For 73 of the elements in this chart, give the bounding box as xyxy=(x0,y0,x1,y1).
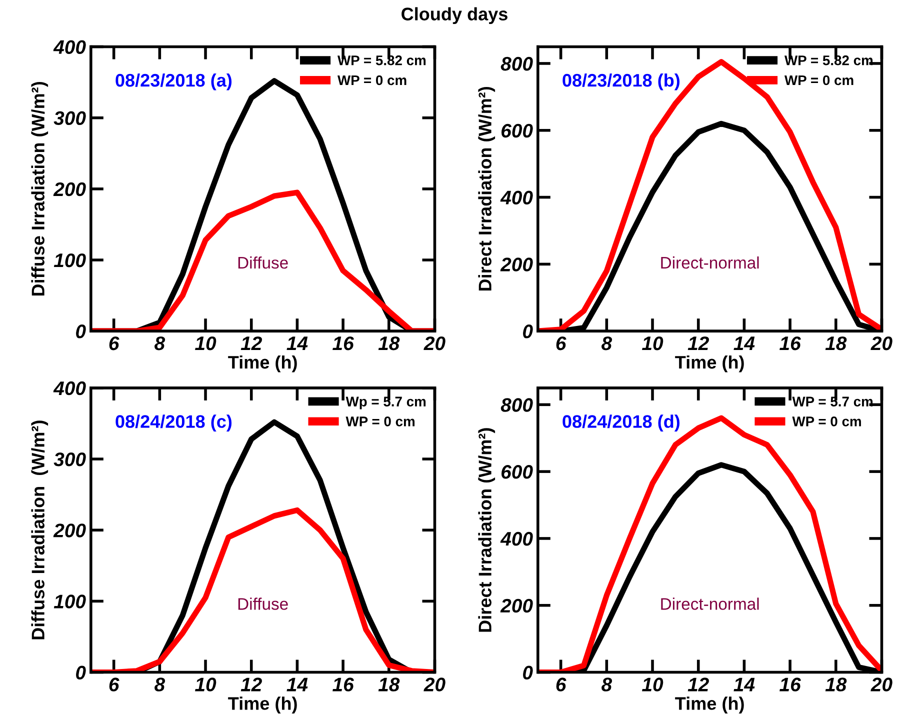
y-tick-label: 600 xyxy=(501,124,533,138)
x-tick-label: 16 xyxy=(780,336,801,350)
x-tick-label: 20 xyxy=(424,678,446,692)
x-tick-label: 12 xyxy=(240,678,262,692)
x-tick-label: 10 xyxy=(642,336,664,350)
y-tick-label: 600 xyxy=(501,465,533,479)
x-tick-label: 16 xyxy=(332,678,354,692)
x-axis-title: Time (h) xyxy=(675,696,744,714)
y-tick-label: 400 xyxy=(53,40,86,54)
x-tick-label: 14 xyxy=(734,678,755,692)
y-axis-title: Direct Irradiation (W/m²) xyxy=(478,428,496,632)
x-tick-label: 6 xyxy=(109,336,120,350)
x-tick-label: 6 xyxy=(556,336,566,350)
x-tick-label: 12 xyxy=(240,336,262,350)
x-tick-label: 8 xyxy=(154,336,166,350)
y-tick-label: 400 xyxy=(500,532,533,546)
x-tick-label: 16 xyxy=(780,678,801,692)
annotation: Diffuse xyxy=(238,598,288,610)
y-axis-title: Diffuse Irradiation (W/m²) xyxy=(31,82,48,296)
x-axis-title: Time (h) xyxy=(675,355,744,372)
x-tick-label: 20 xyxy=(424,336,446,350)
y-tick-label: 0 xyxy=(76,666,86,680)
y-tick-label: 200 xyxy=(53,524,86,538)
x-tick-label: 18 xyxy=(378,678,400,692)
legend-label: WP = 0 cm xyxy=(792,416,861,426)
y-tick-label: 200 xyxy=(500,258,533,272)
x-tick-label: 8 xyxy=(154,678,166,692)
y-tick-label: 800 xyxy=(500,56,533,71)
x-axis-title: Time (h) xyxy=(228,355,297,372)
y-tick-label: 100 xyxy=(54,594,86,608)
chart-title: Cloudy days xyxy=(402,7,508,24)
y-tick-label: 400 xyxy=(500,190,533,204)
y-tick-label: 300 xyxy=(54,111,86,126)
x-tick-label: 8 xyxy=(602,336,612,350)
y-tick-label: 0 xyxy=(523,324,533,338)
x-tick-label: 18 xyxy=(378,336,400,350)
y-tick-label: 400 xyxy=(53,381,86,396)
legend-label: WP = 0 cm xyxy=(346,416,414,426)
legend-label: WP = 0 cm xyxy=(784,75,854,86)
y-tick-label: 200 xyxy=(500,598,533,613)
x-tick-label: 14 xyxy=(286,336,308,350)
x-tick-label: 12 xyxy=(688,678,709,692)
x-tick-label: 10 xyxy=(195,678,216,692)
x-tick-label: 6 xyxy=(109,678,120,692)
x-tick-label: 6 xyxy=(556,678,566,692)
y-tick-label: 300 xyxy=(54,452,86,466)
y-axis-title: Direct Irradiation (W/m²) xyxy=(478,86,496,291)
x-axis-title: Time (h) xyxy=(228,696,297,714)
annotation: 08/24/2018 (c) xyxy=(116,414,232,432)
x-tick-label: 20 xyxy=(870,336,892,350)
annotation: Direct-normal xyxy=(661,256,759,269)
x-tick-label: 10 xyxy=(642,678,664,692)
y-axis-title: Diffuse Irradiation (W/m²) xyxy=(31,420,48,640)
x-tick-label: 16 xyxy=(332,336,354,350)
x-tick-label: 14 xyxy=(734,336,755,350)
y-tick-label: 200 xyxy=(53,182,86,196)
x-tick-label: 8 xyxy=(602,678,612,692)
x-tick-label: 12 xyxy=(688,336,709,350)
annotation: Diffuse xyxy=(238,256,288,269)
x-tick-label: 20 xyxy=(870,678,892,692)
x-tick-label: 10 xyxy=(195,336,216,350)
annotation: 08/24/2018 (d) xyxy=(562,414,680,432)
annotation: 08/23/2018 (b) xyxy=(562,73,680,90)
x-tick-label: 18 xyxy=(825,336,847,350)
x-tick-label: 18 xyxy=(825,678,847,692)
y-tick-label: 100 xyxy=(54,253,86,268)
y-tick-label: 0 xyxy=(76,324,86,338)
y-tick-label: 800 xyxy=(500,398,533,412)
legend-label: WP = 0 cm xyxy=(337,75,406,86)
x-tick-label: 14 xyxy=(286,678,308,692)
y-tick-label: 0 xyxy=(523,666,533,680)
annotation: Direct-normal xyxy=(661,598,759,610)
annotation: 08/23/2018 (a) xyxy=(116,73,232,90)
